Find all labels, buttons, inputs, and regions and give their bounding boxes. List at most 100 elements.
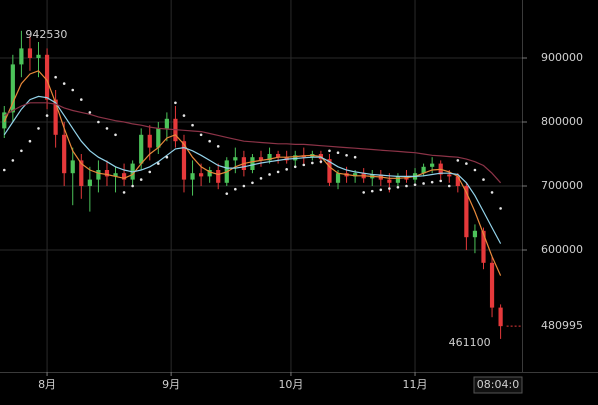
candle-body <box>139 134 144 164</box>
candle-body <box>164 118 169 129</box>
candle-body <box>498 307 503 327</box>
sar-dot <box>139 178 143 181</box>
countdown: 08:04:0 <box>477 378 519 391</box>
candle-body <box>233 157 238 161</box>
sar-dot <box>499 207 502 210</box>
sar-dot <box>293 165 297 169</box>
candle-body <box>2 112 7 129</box>
sar-dot <box>370 189 374 193</box>
candle-body <box>489 262 495 308</box>
candle-body <box>293 155 298 161</box>
candle-body <box>335 173 341 183</box>
sar-dot <box>182 114 186 117</box>
sar-dot <box>11 159 15 162</box>
candle-body <box>472 230 478 238</box>
candle-body <box>156 128 161 148</box>
sar-dot <box>482 178 485 181</box>
candle-body <box>216 170 221 183</box>
sar-dot <box>122 191 126 194</box>
sar-dot <box>285 168 288 171</box>
sar-dot <box>473 168 477 172</box>
high-label: 942530 <box>25 28 67 41</box>
sar-dot <box>259 177 263 180</box>
candle-body <box>421 166 426 174</box>
sar-dot <box>97 120 100 124</box>
sar-dot <box>2 168 6 172</box>
sar-dot <box>225 192 229 195</box>
y-tick-label: 700000 <box>541 179 583 192</box>
candle-body <box>121 173 127 180</box>
sar-dot <box>276 170 280 174</box>
sar-dot <box>447 184 451 188</box>
sar-dot <box>456 159 460 162</box>
sar-dot <box>336 151 340 155</box>
sar-dot <box>422 182 425 185</box>
candle-body <box>276 154 281 158</box>
sar-dot <box>114 133 117 137</box>
moving-average-line <box>3 70 502 276</box>
sar-dot <box>216 145 220 148</box>
countdown-box <box>473 376 523 394</box>
y-tick-label: 900000 <box>541 51 583 64</box>
sar-dot <box>20 149 23 153</box>
candle-body <box>36 54 41 58</box>
candle-body <box>104 170 110 177</box>
sar-dot <box>413 183 417 187</box>
sar-dot <box>131 184 134 188</box>
last-price-label: 480995 <box>541 319 583 332</box>
candle-body <box>267 154 272 161</box>
sar-dot <box>405 184 408 188</box>
sar-dot <box>199 133 203 137</box>
sar-dot <box>45 114 49 117</box>
candle-body <box>147 134 152 148</box>
sar-dot <box>430 180 434 184</box>
candle-body <box>387 179 392 183</box>
candle-body <box>113 173 118 177</box>
candle-body <box>79 160 84 186</box>
sar-dot <box>148 170 152 174</box>
sar-dot <box>302 163 306 167</box>
sar-dot <box>191 123 194 127</box>
candle-body <box>70 160 75 174</box>
sar-dot <box>353 155 357 159</box>
x-tick-label: 11月 <box>403 378 428 391</box>
candle-body <box>53 99 58 135</box>
candle-body <box>353 173 358 177</box>
candle-body <box>327 159 332 183</box>
moving-average-line <box>3 102 502 184</box>
sar-dot <box>439 179 443 183</box>
sar-dot <box>328 149 331 153</box>
candle-body <box>181 141 187 180</box>
candle-body <box>207 170 212 177</box>
sar-dot <box>105 127 109 130</box>
sar-dot <box>88 111 92 114</box>
sar-dot <box>165 155 169 159</box>
sar-dot <box>268 173 271 176</box>
sar-dot <box>396 185 400 189</box>
candle-body <box>44 54 50 100</box>
sar-dot <box>28 139 32 143</box>
candle-body <box>87 179 92 186</box>
x-tick-label: 10月 <box>278 378 303 391</box>
sar-dot <box>54 75 57 79</box>
x-tick-label: 9月 <box>162 378 180 391</box>
candle-body <box>62 134 67 174</box>
sar-dot <box>465 162 468 165</box>
candle-body <box>395 176 401 183</box>
sar-dot <box>62 82 66 85</box>
sar-dot <box>490 191 494 194</box>
candle-body <box>250 157 255 170</box>
candle-body <box>455 176 460 186</box>
sar-dot <box>345 153 348 157</box>
sar-dot <box>242 184 246 188</box>
candle-body <box>27 48 33 58</box>
moving-average-line <box>3 95 502 244</box>
x-tick-label: 8月 <box>38 378 56 391</box>
y-tick-label: 600000 <box>541 243 583 256</box>
sar-dot <box>311 161 314 165</box>
candle-body <box>430 163 435 167</box>
sar-dot <box>362 191 365 194</box>
